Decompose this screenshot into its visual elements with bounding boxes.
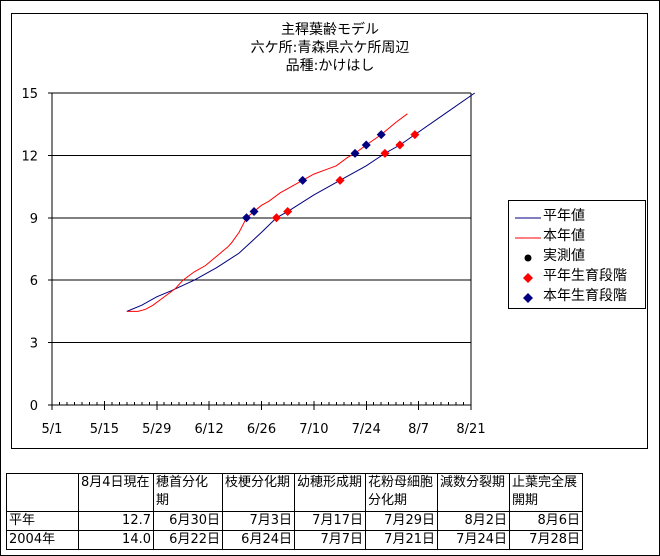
table-header-cell: 幼穂形成期 xyxy=(294,473,366,512)
table-header-cell xyxy=(6,473,79,512)
legend-item-honnen: 本年値 xyxy=(509,224,645,244)
table-header-cell: 枝梗分化期 xyxy=(222,473,295,512)
legend-label: 平年生育段階 xyxy=(543,268,627,284)
y-tick-label: 12 xyxy=(21,149,38,164)
legend-item-jissoku: 実測値 xyxy=(509,244,645,264)
stage-table: 8月4日現在 穂首分化期 枝梗分化期 幼穂形成期 花粉母細胞分化期 減数分裂期 … xyxy=(6,473,583,550)
stage-marker xyxy=(335,175,345,185)
table-cell: 6月30日 xyxy=(153,511,223,531)
table-row: 平年 12.7 6月30日 7月3日 7月17日 7月29日 8月2日 8月6日 xyxy=(6,511,583,531)
stage-marker xyxy=(376,130,386,140)
x-tick-label: 6/26 xyxy=(247,422,276,437)
table-cell: 8月2日 xyxy=(437,511,510,531)
table-header-cell: 止葉完全展開期 xyxy=(509,473,583,512)
table-header-cell: 穂首分化期 xyxy=(153,473,223,512)
legend-circle-icon xyxy=(524,254,532,262)
x-tick-label: 6/12 xyxy=(195,422,224,437)
table-cell: 平年 xyxy=(6,511,79,531)
stage-marker xyxy=(395,140,405,150)
table-row: 2004年 14.0 6月22日 6月24日 7月7日 7月21日 7月24日 … xyxy=(6,530,583,550)
table-header-cell: 8月4日現在 xyxy=(78,473,154,512)
plot-area: 0 3 6 9 12 15 5/1 5/15 5/29 6/12 6/26 7/10 7/24 8/7 8/… xyxy=(21,87,485,437)
series-line-honnen xyxy=(126,113,408,312)
table-cell: 7月17日 xyxy=(294,511,366,531)
x-tick-label: 8/7 xyxy=(408,422,429,437)
table-cell: 8月6日 xyxy=(509,511,583,531)
legend-item-heinen-stage: 平年生育段階 xyxy=(509,264,645,284)
legend-label: 本年生育段階 xyxy=(543,288,627,304)
chart-title: 主稈葉齢モデル xyxy=(281,22,379,38)
stage-marker xyxy=(271,213,281,223)
legend-item-honnen-stage: 本年生育段階 xyxy=(509,284,645,304)
stage-marker xyxy=(380,148,390,158)
legend-label: 実測値 xyxy=(543,248,585,264)
x-tick-label: 8/21 xyxy=(456,422,485,437)
chart-subtitle-variety: 品種:かけはし xyxy=(285,58,375,74)
y-tick-label: 9 xyxy=(30,212,38,227)
legend-label: 平年値 xyxy=(543,208,585,224)
x-tick-label: 5/15 xyxy=(90,422,119,437)
legend-item-heinen: 平年値 xyxy=(509,204,645,224)
legend-label: 本年値 xyxy=(543,228,585,244)
x-tick-label: 5/29 xyxy=(142,422,171,437)
table-cell: 7月29日 xyxy=(365,511,438,531)
chart-subtitle-location: 六ケ所:青森県六ケ所周辺 xyxy=(250,40,410,56)
legend-diamond-red-icon xyxy=(523,273,533,283)
table-cell: 6月24日 xyxy=(222,530,295,550)
table-cell: 14.0 xyxy=(78,530,154,550)
y-tick-label: 6 xyxy=(30,274,38,289)
table-cell: 7月3日 xyxy=(222,511,295,531)
legend: 平年値 本年値 実測値 平年生育段階 本年生育段階 xyxy=(508,200,646,309)
table-cell: 6月22日 xyxy=(153,530,223,550)
legend-line-navy-icon xyxy=(515,217,541,219)
stage-marker xyxy=(350,148,360,158)
legend-diamond-navy-icon xyxy=(523,293,533,303)
table-cell: 7月7日 xyxy=(294,530,366,550)
table-cell: 7月28日 xyxy=(509,530,583,550)
stage-marker xyxy=(242,213,252,223)
stage-marker xyxy=(249,207,259,217)
y-tick-label: 3 xyxy=(30,337,38,352)
table-cell: 12.7 xyxy=(78,511,154,531)
chart-frame xyxy=(11,13,648,449)
legend-line-red-icon xyxy=(515,237,541,239)
table-cell: 7月21日 xyxy=(365,530,438,550)
table-header-row: 8月4日現在 穂首分化期 枝梗分化期 幼穂形成期 花粉母細胞分化期 減数分裂期 … xyxy=(6,473,583,512)
series-line-heinen xyxy=(126,92,476,312)
table-header-cell: 減数分裂期 xyxy=(437,473,510,512)
table-cell: 2004年 xyxy=(6,530,79,550)
x-tick-label: 7/24 xyxy=(352,422,381,437)
stage-marker xyxy=(283,207,293,217)
stage-marker xyxy=(298,175,308,185)
table-cell: 7月24日 xyxy=(437,530,510,550)
stage-marker xyxy=(410,130,420,140)
stage-marker xyxy=(361,140,371,150)
x-tick-label: 7/10 xyxy=(299,422,328,437)
x-tick-label: 5/1 xyxy=(42,422,63,437)
y-tick-label: 0 xyxy=(30,399,38,414)
y-tick-label: 15 xyxy=(21,87,38,102)
table-header-cell: 花粉母細胞分化期 xyxy=(365,473,438,512)
